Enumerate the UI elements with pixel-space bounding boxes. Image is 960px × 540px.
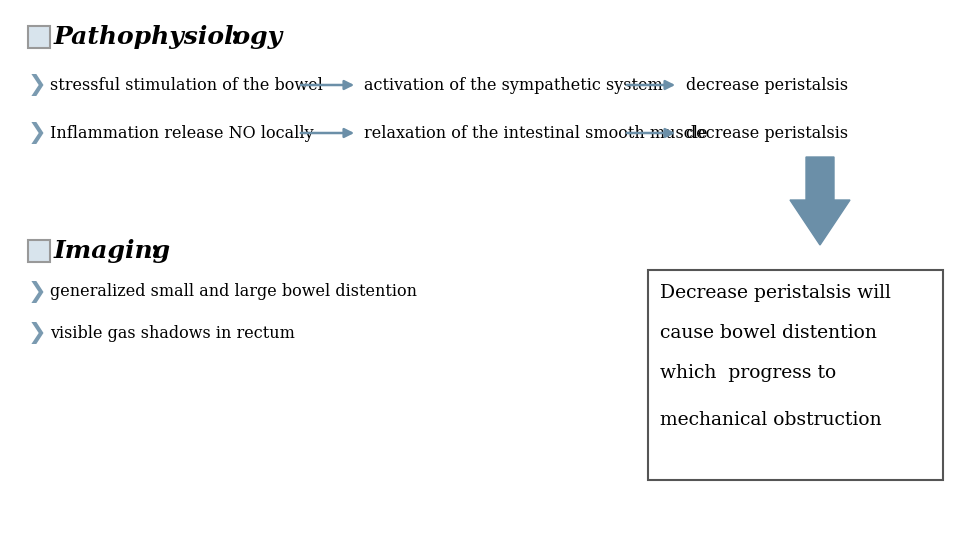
Text: ❯: ❯ xyxy=(28,322,47,344)
Text: Inflammation release NO locally: Inflammation release NO locally xyxy=(50,125,314,141)
Text: :: : xyxy=(142,239,160,263)
Text: which  progress to: which progress to xyxy=(660,364,836,382)
Text: Pathophysiology: Pathophysiology xyxy=(54,25,283,49)
FancyBboxPatch shape xyxy=(28,240,50,262)
Text: generalized small and large bowel distention: generalized small and large bowel disten… xyxy=(50,284,417,300)
FancyBboxPatch shape xyxy=(648,270,943,480)
Text: ❯: ❯ xyxy=(28,122,47,144)
Polygon shape xyxy=(790,157,850,245)
Text: Decrease peristalsis will: Decrease peristalsis will xyxy=(660,284,891,302)
Text: cause bowel distention: cause bowel distention xyxy=(660,324,876,342)
Text: mechanical obstruction: mechanical obstruction xyxy=(660,411,881,429)
Text: ❯: ❯ xyxy=(28,281,47,303)
Text: ❯: ❯ xyxy=(28,74,47,96)
Text: visible gas shadows in rectum: visible gas shadows in rectum xyxy=(50,325,295,341)
Text: relaxation of the intestinal smooth muscle: relaxation of the intestinal smooth musc… xyxy=(364,125,708,141)
Text: decrease peristalsis: decrease peristalsis xyxy=(686,77,848,93)
Text: stressful stimulation of the bowel: stressful stimulation of the bowel xyxy=(50,77,323,93)
Text: activation of the sympathetic system: activation of the sympathetic system xyxy=(364,77,662,93)
Text: decrease peristalsis: decrease peristalsis xyxy=(686,125,848,141)
FancyBboxPatch shape xyxy=(28,26,50,48)
Text: :: : xyxy=(222,25,240,49)
Text: Imaging: Imaging xyxy=(54,239,171,263)
